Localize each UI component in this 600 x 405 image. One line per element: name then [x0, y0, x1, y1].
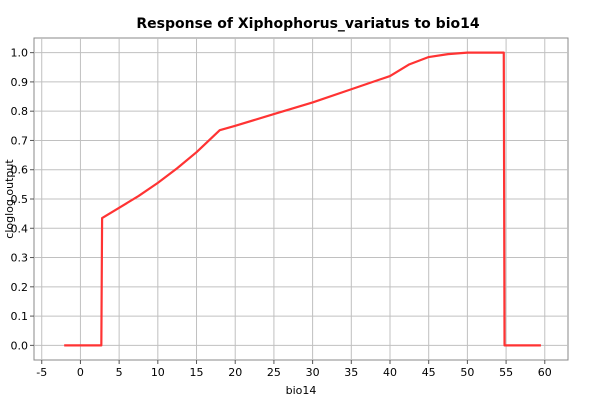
x-axis-label: bio14: [286, 384, 317, 397]
y-tick-label: 0.4: [11, 222, 29, 235]
response-curve-line: [64, 51, 541, 347]
x-tick-label: 15: [190, 366, 204, 379]
y-tick-label: 0.2: [11, 281, 29, 294]
x-tick-label: 60: [538, 366, 552, 379]
x-tick-label: 50: [460, 366, 474, 379]
y-tick-label: 0.6: [11, 164, 29, 177]
x-tick-label: 35: [344, 366, 358, 379]
x-tick-label: 30: [306, 366, 320, 379]
grid-layer: [34, 38, 568, 360]
y-tick-label: 0.8: [11, 105, 29, 118]
x-tick-label: 25: [267, 366, 281, 379]
x-tick-label: 45: [422, 366, 436, 379]
x-tick-label: -5: [36, 366, 47, 379]
y-tick-label: 1.0: [11, 47, 29, 60]
y-tick-label: 0.7: [11, 134, 29, 147]
x-tick-label: 10: [151, 366, 165, 379]
y-tick-label: 0.0: [11, 339, 29, 352]
x-tick-label: 20: [228, 366, 242, 379]
y-tick-label: 0.5: [11, 193, 29, 206]
tick-layer: -5 0 5 10 15 20 25 30 35 40 45 50 55 60 0.0 0.1 0.2 0.3 0.…: [11, 47, 552, 379]
x-tick-label: 40: [383, 366, 397, 379]
x-tick-label: 5: [116, 366, 123, 379]
x-tick-label: 0: [77, 366, 84, 379]
y-tick-label: 0.9: [11, 76, 29, 89]
y-tick-label: 0.3: [11, 252, 29, 265]
chart-title: Response of Xiphophorus_variatus to bio1…: [136, 16, 479, 32]
y-axis-label: cloglog output: [3, 159, 16, 239]
x-tick-label: 55: [499, 366, 513, 379]
y-tick-label: 0.1: [11, 310, 29, 323]
series-layer: [64, 51, 541, 347]
